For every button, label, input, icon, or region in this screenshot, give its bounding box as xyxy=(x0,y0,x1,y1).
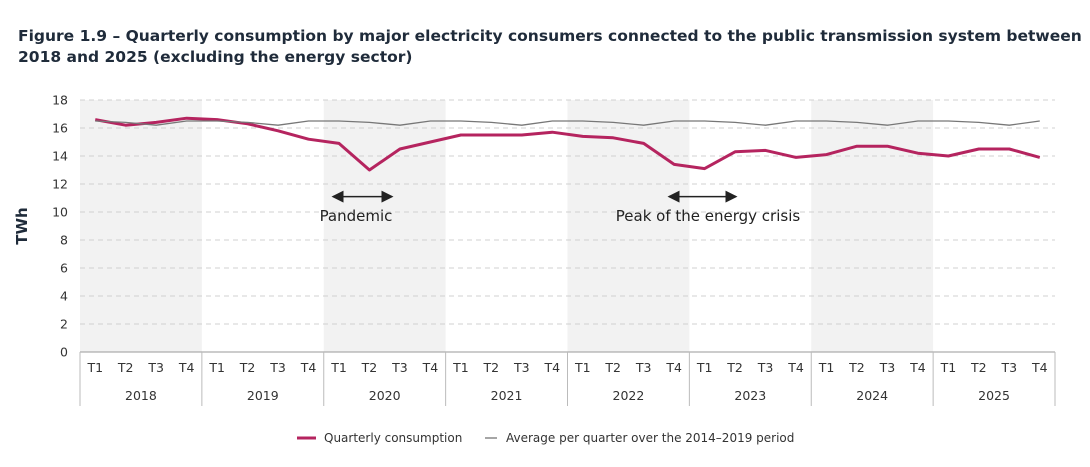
x-tick-quarter: T4 xyxy=(300,360,317,375)
x-tick-year: 2019 xyxy=(247,388,279,403)
y-tick-label: 18 xyxy=(52,93,68,108)
x-tick-quarter: T2 xyxy=(239,360,256,375)
chart-title: Figure 1.9 – Quarterly consumption by ma… xyxy=(18,27,1082,66)
x-tick-quarter: T4 xyxy=(665,360,682,375)
x-tick-quarter: T3 xyxy=(1001,360,1018,375)
y-tick-label: 0 xyxy=(60,345,68,360)
x-tick-quarter: T4 xyxy=(1031,360,1048,375)
y-axis-label: TWh xyxy=(13,207,31,244)
x-tick-quarter: T3 xyxy=(879,360,896,375)
y-tick-label: 16 xyxy=(52,121,68,136)
y-tick-label: 10 xyxy=(52,205,68,220)
x-tick-quarter: T2 xyxy=(483,360,500,375)
y-tick-label: 8 xyxy=(60,233,68,248)
y-tick-label: 12 xyxy=(52,177,68,192)
x-tick-quarter: T4 xyxy=(543,360,560,375)
x-tick-quarter: T2 xyxy=(970,360,987,375)
x-tick-quarter: T3 xyxy=(635,360,652,375)
x-tick-quarter: T3 xyxy=(147,360,164,375)
x-tick-quarter: T1 xyxy=(330,360,347,375)
y-tick-label: 2 xyxy=(60,317,68,332)
x-tick-year: 2022 xyxy=(613,388,645,403)
x-tick-year: 2020 xyxy=(369,388,401,403)
x-tick-year: 2024 xyxy=(856,388,888,403)
x-tick-quarter: T1 xyxy=(574,360,591,375)
x-tick-quarter: T2 xyxy=(848,360,865,375)
legend-label-average: Average per quarter over the 2014–2019 p… xyxy=(506,431,794,445)
shaded-band-2020 xyxy=(323,100,446,352)
x-tick-quarter: T1 xyxy=(86,360,103,375)
x-tick-year: 2021 xyxy=(491,388,523,403)
y-tick-label: 6 xyxy=(60,261,68,276)
shaded-band-2018 xyxy=(80,100,202,352)
x-tick-quarter: T2 xyxy=(117,360,134,375)
x-tick-quarter: T4 xyxy=(787,360,804,375)
x-tick-quarter: T2 xyxy=(604,360,621,375)
shaded-band-2024 xyxy=(811,100,934,352)
x-tick-year: 2018 xyxy=(125,388,157,403)
y-tick-label: 4 xyxy=(60,289,68,304)
x-tick-quarter: T4 xyxy=(422,360,439,375)
x-tick-quarter: T4 xyxy=(178,360,195,375)
series-line-average xyxy=(95,120,1040,126)
annotation-label: Peak of the energy crisis xyxy=(616,207,801,225)
x-tick-quarter: T2 xyxy=(361,360,378,375)
x-tick-quarter: T3 xyxy=(391,360,408,375)
x-tick-year: 2023 xyxy=(734,388,766,403)
y-tick-label: 14 xyxy=(52,149,68,164)
x-tick-quarter: T4 xyxy=(909,360,926,375)
x-tick-quarter: T3 xyxy=(269,360,286,375)
x-tick-quarter: T1 xyxy=(452,360,469,375)
x-tick-quarter: T1 xyxy=(208,360,225,375)
annotation-label: Pandemic xyxy=(320,207,393,225)
x-tick-quarter: T2 xyxy=(726,360,743,375)
x-tick-quarter: T1 xyxy=(696,360,713,375)
legend-label-quarterly: Quarterly consumption xyxy=(324,431,462,445)
x-tick-year: 2025 xyxy=(978,388,1010,403)
x-tick-quarter: T1 xyxy=(940,360,957,375)
x-tick-quarter: T3 xyxy=(757,360,774,375)
x-tick-quarter: T1 xyxy=(818,360,835,375)
series-line-quarterly xyxy=(94,116,1041,172)
x-tick-quarter: T3 xyxy=(513,360,530,375)
